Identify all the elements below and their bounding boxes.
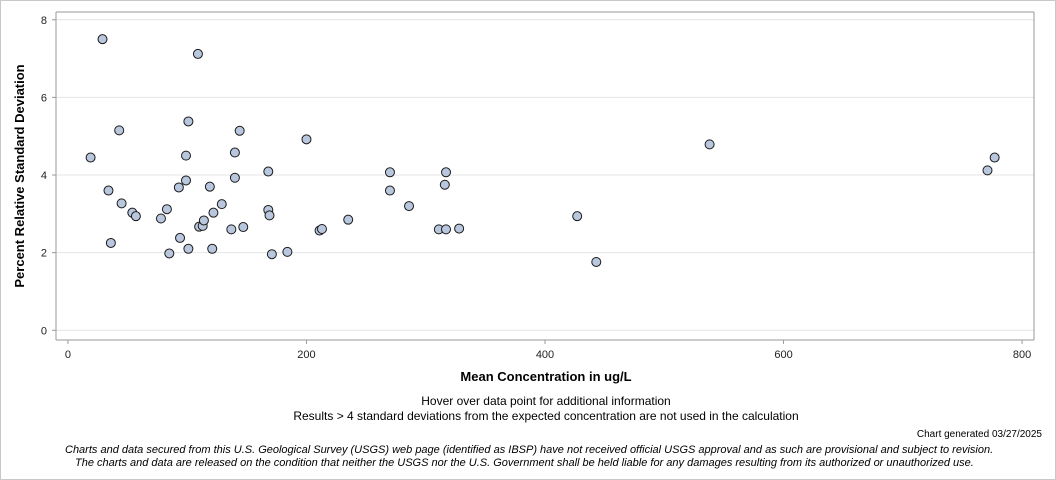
disclaimer-line-2: The charts and data are released on the … [75, 457, 974, 469]
data-point-39[interactable] [384, 167, 395, 178]
data-point-51[interactable] [989, 152, 1000, 163]
data-point-33[interactable] [266, 249, 277, 260]
data-point-3[interactable] [105, 237, 116, 248]
data-point-29[interactable] [238, 222, 249, 233]
x-axis-title: Mean Concentration in ug/L [460, 369, 631, 384]
data-point-17[interactable] [192, 48, 203, 59]
chart-generated-date: Chart generated 03/27/2025 [916, 429, 1042, 440]
data-point-34[interactable] [282, 246, 293, 257]
data-point-1[interactable] [97, 34, 108, 45]
data-point-28[interactable] [234, 125, 245, 136]
data-point-47[interactable] [572, 211, 583, 222]
data-point-2[interactable] [103, 185, 114, 196]
data-point-49[interactable] [704, 139, 715, 150]
data-point-30[interactable] [263, 166, 274, 177]
axes [55, 11, 1035, 341]
data-point-15[interactable] [183, 116, 194, 127]
gridlines [56, 19, 1034, 331]
x-tick-label-2: 400 [536, 349, 554, 361]
data-point-14[interactable] [181, 175, 192, 186]
data-point-4[interactable] [114, 125, 125, 136]
x-tick-label-3: 600 [774, 349, 792, 361]
data-point-7[interactable] [130, 211, 141, 222]
y-tick-label-3: 6 [41, 92, 47, 104]
data-point-45[interactable] [441, 224, 452, 235]
data-point-5[interactable] [116, 198, 127, 209]
data-point-35[interactable] [301, 134, 312, 145]
hover-note: Hover over data point for additional inf… [421, 394, 671, 408]
data-point-43[interactable] [439, 179, 450, 190]
data-point-26[interactable] [229, 147, 240, 158]
y-tick-label-4: 8 [41, 15, 47, 27]
y-axis-title: Percent Relative Standard Deviation [12, 64, 27, 287]
x-tick-label-1: 200 [297, 349, 315, 361]
data-point-13[interactable] [181, 150, 192, 161]
disclaimer-line-1: Charts and data secured from this U.S. G… [65, 444, 994, 456]
data-point-22[interactable] [207, 243, 218, 254]
data-point-44[interactable] [441, 167, 452, 178]
data-point-48[interactable] [591, 256, 602, 267]
data-point-20[interactable] [198, 215, 209, 226]
data-points [85, 34, 1000, 267]
data-point-27[interactable] [229, 172, 240, 183]
data-point-38[interactable] [343, 214, 354, 225]
data-point-46[interactable] [454, 223, 465, 234]
data-point-23[interactable] [208, 207, 219, 218]
data-point-11[interactable] [173, 182, 184, 193]
data-point-32[interactable] [264, 210, 275, 221]
data-point-8[interactable] [155, 213, 166, 224]
y-tick-label-1: 2 [41, 248, 47, 260]
data-point-50[interactable] [982, 165, 993, 176]
results-note: Results > 4 standard deviations from the… [293, 409, 799, 423]
data-point-9[interactable] [161, 204, 172, 215]
y-tick-label-2: 4 [41, 170, 47, 182]
y-axis-ticks: 0 2 4 6 8 [41, 15, 56, 337]
x-axis-ticks: 0 200 400 600 800 [65, 340, 1031, 361]
data-point-21[interactable] [204, 181, 215, 192]
data-point-12[interactable] [175, 232, 186, 243]
data-point-0[interactable] [85, 152, 96, 163]
data-point-41[interactable] [404, 201, 415, 212]
data-point-25[interactable] [226, 224, 237, 235]
data-point-24[interactable] [216, 199, 227, 210]
y-tick-label-0: 0 [41, 325, 47, 337]
x-tick-label-4: 800 [1013, 349, 1031, 361]
data-point-16[interactable] [183, 243, 194, 254]
data-point-10[interactable] [164, 248, 175, 259]
data-point-37[interactable] [316, 223, 327, 234]
x-tick-label-0: 0 [65, 349, 71, 361]
data-point-40[interactable] [384, 185, 395, 196]
